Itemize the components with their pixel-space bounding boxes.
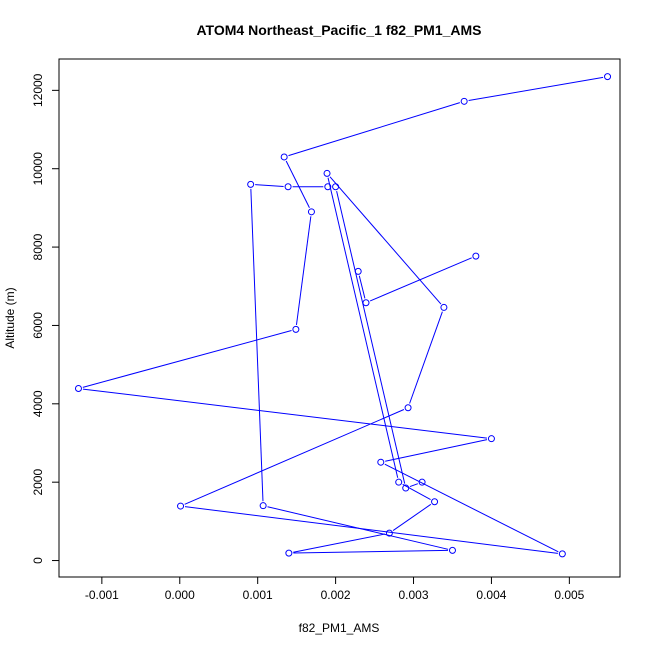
series-segment <box>402 483 431 501</box>
x-tick-label: 0.004 <box>476 588 506 602</box>
series-segment <box>184 409 405 505</box>
data-point <box>280 153 288 161</box>
series-segment <box>255 184 284 187</box>
series-segment <box>409 483 419 488</box>
data-point <box>460 97 468 105</box>
series-segment <box>385 439 488 462</box>
series-segment <box>295 216 312 325</box>
data-point <box>558 550 566 558</box>
x-tick-label: 0.002 <box>321 588 351 602</box>
data-point <box>292 325 300 333</box>
series-segment <box>250 188 264 502</box>
data-point <box>472 252 480 260</box>
series-segment <box>384 463 559 553</box>
series-segment <box>336 191 406 484</box>
x-tick-label: 0.000 <box>165 588 195 602</box>
series-segment <box>369 257 472 302</box>
series-segment <box>468 76 604 102</box>
data-point <box>74 385 82 393</box>
series-segment <box>329 176 442 305</box>
x-tick-label: 0.005 <box>554 588 584 602</box>
chart-title: ATOM4 Northeast_Pacific_1 f82_PM1_AMS <box>196 22 481 38</box>
series-segment <box>327 177 399 478</box>
data-point <box>418 478 426 486</box>
data-point <box>323 169 331 177</box>
y-tick-label: 2000 <box>31 469 45 496</box>
x-tick-label: 0.001 <box>243 588 273 602</box>
data-point <box>307 208 315 216</box>
series-segment <box>293 533 386 553</box>
data-point <box>402 484 410 492</box>
data-point <box>177 502 185 510</box>
x-axis-label: f82_PM1_AMS <box>299 621 380 635</box>
data-point <box>332 183 340 191</box>
series-segment <box>358 275 366 299</box>
data-point <box>448 546 456 554</box>
y-tick-label: 8000 <box>31 233 45 260</box>
data-point <box>247 180 255 188</box>
data-point <box>362 299 370 307</box>
series-segment <box>82 388 488 439</box>
series-points <box>74 73 612 558</box>
data-point <box>404 404 412 412</box>
y-tick-label: 0 <box>31 557 45 564</box>
data-point <box>440 303 448 311</box>
y-axis: 0 2000 4000 6000 8000 10000 12000 <box>31 73 60 564</box>
x-axis: -0.001 0.000 0.001 0.002 0.003 0.004 0.005 <box>85 576 585 602</box>
x-tick-label: 0.003 <box>399 588 429 602</box>
plot-area-frame <box>58 58 621 578</box>
series-segment <box>288 102 461 157</box>
y-tick-label: 4000 <box>31 390 45 417</box>
data-point <box>324 183 332 191</box>
x-tick-label: -0.001 <box>85 588 119 602</box>
data-point <box>354 267 362 275</box>
y-tick-label: 6000 <box>31 312 45 339</box>
data-point <box>285 549 293 557</box>
y-tick-label: 12000 <box>31 73 45 107</box>
series-segment <box>409 311 443 404</box>
series-segment <box>184 506 558 554</box>
data-point <box>431 498 439 506</box>
series-segment <box>392 503 432 531</box>
series-segment <box>285 160 310 209</box>
y-tick-label: 10000 <box>31 152 45 186</box>
data-point <box>487 435 495 443</box>
data-point <box>604 73 612 81</box>
series-segment <box>267 506 449 550</box>
data-point <box>385 529 393 537</box>
series-segment <box>293 549 448 554</box>
data-point <box>377 458 385 466</box>
data-point <box>284 183 292 191</box>
data-point <box>259 502 267 510</box>
y-axis-label: Altitude (m) <box>3 287 17 348</box>
data-point <box>395 478 403 486</box>
series-segment <box>82 330 292 388</box>
series-lines <box>82 76 604 554</box>
